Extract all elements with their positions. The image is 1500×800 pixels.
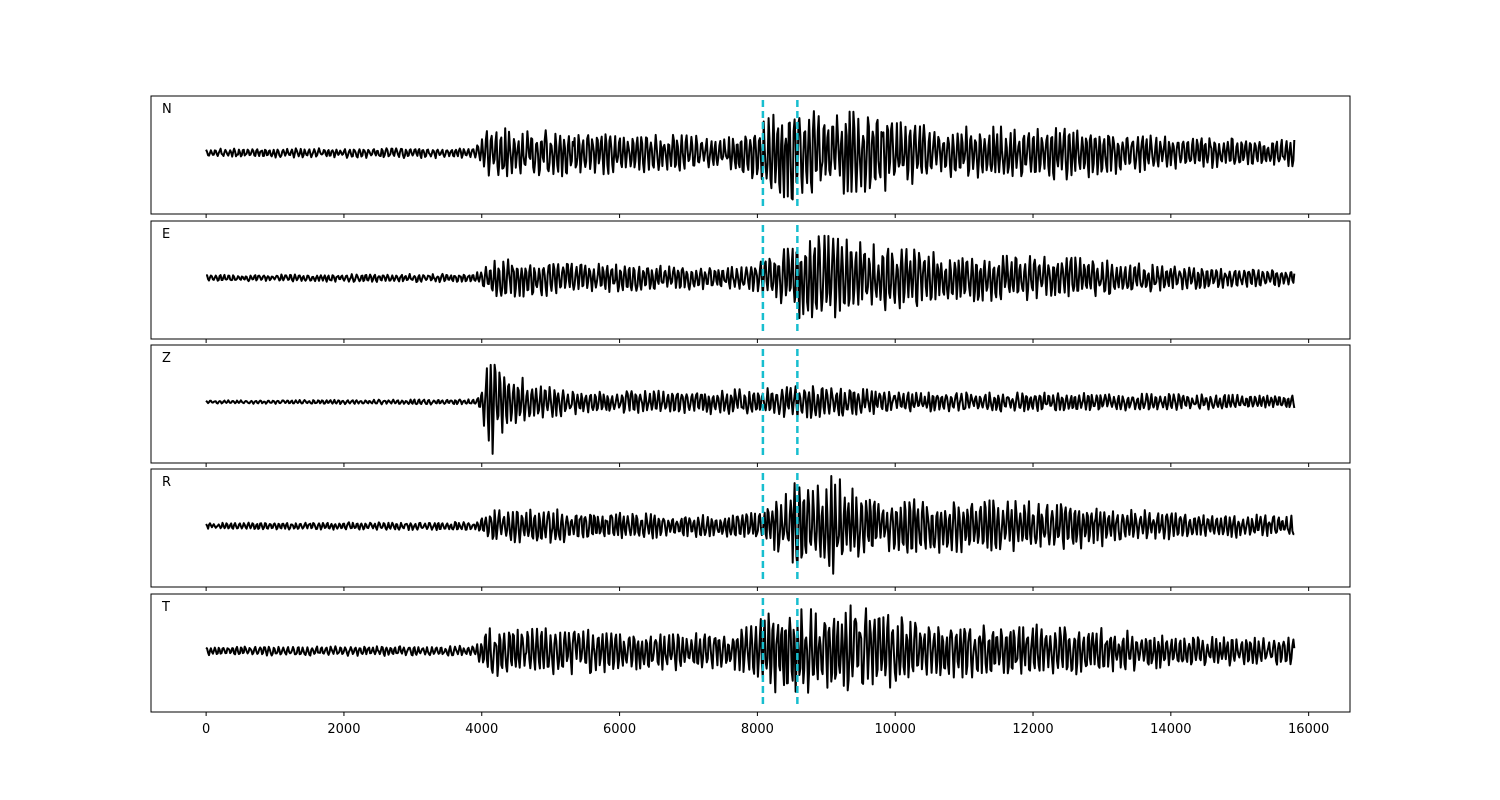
panel-frame (150, 468, 1351, 588)
x-tick-label: 14000 (1150, 722, 1191, 737)
panel-z: Z (150, 344, 1351, 467)
panel-frame (150, 220, 1351, 340)
waveform-e (206, 234, 1296, 320)
panel-label: R (162, 475, 171, 490)
panel-n: N (150, 95, 1351, 218)
x-tick-label: 10000 (875, 722, 916, 737)
x-tick-label: 8000 (741, 722, 774, 737)
x-tick-label: 2000 (327, 722, 360, 737)
panel-label: N (162, 102, 172, 117)
panel-frame (150, 344, 1351, 464)
panel-frame (150, 95, 1351, 215)
waveform-r (205, 475, 1295, 575)
panels-group: N E Z R T (150, 95, 1351, 716)
panel-label: E (162, 227, 170, 242)
x-tick-label: 12000 (1012, 722, 1053, 737)
x-axis: 0 2000 4000 6000 8000 10000 12000 14000 16000 (202, 722, 1329, 737)
waveform-t (205, 604, 1296, 694)
panel-label: Z (162, 351, 171, 366)
panel-e: E (150, 220, 1351, 343)
x-tick-label: 0 (202, 722, 210, 737)
panel-label: T (161, 600, 170, 615)
x-tick-label: 4000 (465, 722, 498, 737)
x-tick-label: 6000 (603, 722, 636, 737)
waveform-n (205, 110, 1296, 201)
panel-frame (150, 593, 1351, 713)
x-tick-label: 16000 (1288, 722, 1329, 737)
waveform-z (205, 363, 1296, 455)
panel-t: T (150, 593, 1351, 716)
panel-r: R (150, 468, 1351, 591)
